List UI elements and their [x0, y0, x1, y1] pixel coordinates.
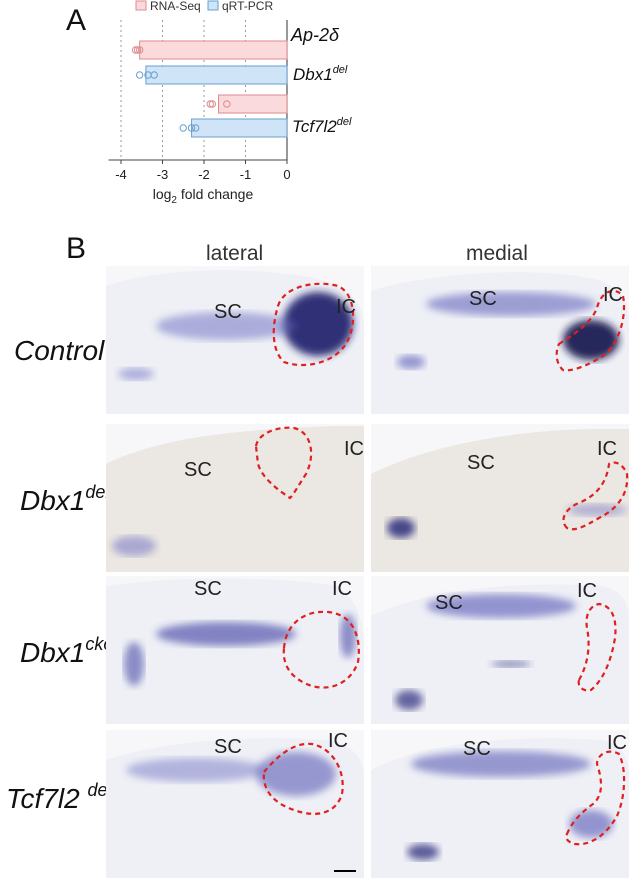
ic-outline — [282, 610, 360, 689]
ic-outline — [272, 282, 355, 367]
ic-label: IC — [597, 438, 617, 460]
tile-tcf7l2del-lateral: SC IC — [106, 730, 364, 878]
legend-swatch-rnaseq — [135, 0, 147, 11]
legend-label-qrtpcr: qRT-PCR — [222, 0, 273, 13]
ic-label: IC — [603, 284, 623, 306]
sc-label: SC — [214, 736, 242, 758]
x-tick-label: 0 — [283, 167, 290, 182]
tile-control-medial: SC IC — [371, 266, 629, 414]
sc-label: SC — [214, 301, 242, 323]
data-point — [179, 124, 187, 132]
legend-label-rnaseq: RNA-Seq — [150, 0, 201, 13]
row-label-control: Control — [14, 335, 105, 366]
stain-signal — [340, 614, 356, 658]
bar-qrtpcr-0 — [145, 65, 288, 85]
ic-label: IC — [332, 578, 352, 600]
sc-label: SC — [467, 452, 495, 474]
tissue-section — [371, 429, 629, 572]
stain-signal — [491, 661, 531, 667]
stain-signal — [256, 752, 336, 796]
ic-label: IC — [336, 296, 356, 318]
data-point — [135, 71, 144, 79]
ic-outline — [254, 426, 313, 500]
bars: **************** — [131, 40, 288, 138]
group-label-tcf7l2: Tcf7l2del — [292, 116, 352, 136]
stain-signal — [426, 292, 596, 316]
gene-label: Ap-2δ — [290, 25, 340, 45]
sc-label: SC — [194, 578, 222, 600]
row-label-dbx1cko: Dbx1cko — [20, 634, 114, 668]
stain-signal — [569, 810, 613, 838]
stain-signal — [156, 312, 296, 340]
stain-signal — [283, 292, 353, 356]
group-label-dbx1: Dbx1del — [293, 64, 348, 84]
sc-label: SC — [184, 459, 212, 481]
data-point — [187, 124, 196, 132]
data-point — [131, 46, 140, 54]
data-point — [192, 124, 200, 132]
stain-signal — [567, 504, 627, 516]
ic-label: IC — [607, 732, 627, 754]
panel-a-letter: A — [66, 4, 87, 37]
panel-a-chart: RNA-Seq qRT-PCR **************** -4-3-2-… — [108, 0, 352, 206]
stain-signal — [407, 844, 439, 860]
tile-control-lateral: SC IC — [106, 266, 364, 414]
stain-signal — [112, 536, 156, 556]
stain-signal — [563, 320, 619, 360]
stain-signal — [426, 594, 576, 618]
ic-label: IC — [577, 580, 597, 602]
sc-label: SC — [469, 288, 497, 310]
tissue-section — [371, 738, 629, 878]
data-point — [208, 100, 217, 108]
stain-signal — [397, 355, 425, 369]
sc-label: SC — [435, 592, 463, 614]
stain-signal — [118, 368, 154, 380]
x-axis: -4 -3 -2 -1 0 — [108, 159, 291, 182]
tissue-section — [106, 578, 364, 724]
ic-label: IC — [328, 730, 348, 752]
panel-b-letter: B — [66, 232, 87, 265]
row-label-tcf7l2del: Tcf7l2 del — [6, 780, 112, 814]
x-tick-label: -3 — [157, 167, 169, 182]
bar-rnaseq-0 — [139, 40, 288, 60]
ic-outline — [262, 742, 344, 815]
data-point — [133, 46, 142, 54]
stain-signal — [124, 642, 144, 686]
x-tick-label: -2 — [198, 167, 210, 182]
ic-outline — [555, 289, 626, 372]
scale-bar — [334, 870, 356, 872]
data-point — [206, 100, 214, 108]
row-label-dbx1del: Dbx1del — [20, 482, 110, 516]
ic-outline — [565, 750, 626, 846]
stain-signal — [387, 518, 415, 538]
x-tick-label: -4 — [115, 167, 127, 182]
bar-qrtpcr-1 — [191, 118, 288, 138]
stain-signal — [395, 690, 423, 710]
tissue-section — [371, 584, 629, 724]
legend-swatch-qrtpcr — [207, 0, 219, 11]
column-header-medial: medial — [466, 242, 528, 265]
x-axis-title: log2 fold change — [153, 186, 254, 206]
ic-outline — [562, 461, 629, 531]
x-tick-label: -1 — [240, 167, 252, 182]
sc-label: SC — [463, 738, 491, 760]
data-point — [135, 46, 144, 54]
data-point — [150, 71, 158, 79]
column-header-lateral: lateral — [206, 242, 264, 265]
stain-signal — [126, 758, 266, 782]
tile-tcf7l2del-medial: SC IC — [371, 730, 629, 878]
tile-dbx1cko-lateral: SC IC — [106, 576, 364, 724]
stain-signal — [411, 751, 591, 777]
bar-rnaseq-1 — [218, 94, 288, 114]
tile-dbx1del-medial: SC IC — [371, 424, 629, 572]
ic-label: IC — [344, 438, 364, 460]
tile-dbx1del-lateral: SC IC — [106, 424, 364, 572]
ic-outline — [577, 602, 617, 692]
data-point — [223, 100, 231, 108]
tile-dbx1cko-medial: SC IC — [371, 576, 629, 724]
tissue-section — [106, 426, 364, 572]
stain-signal — [156, 622, 296, 646]
